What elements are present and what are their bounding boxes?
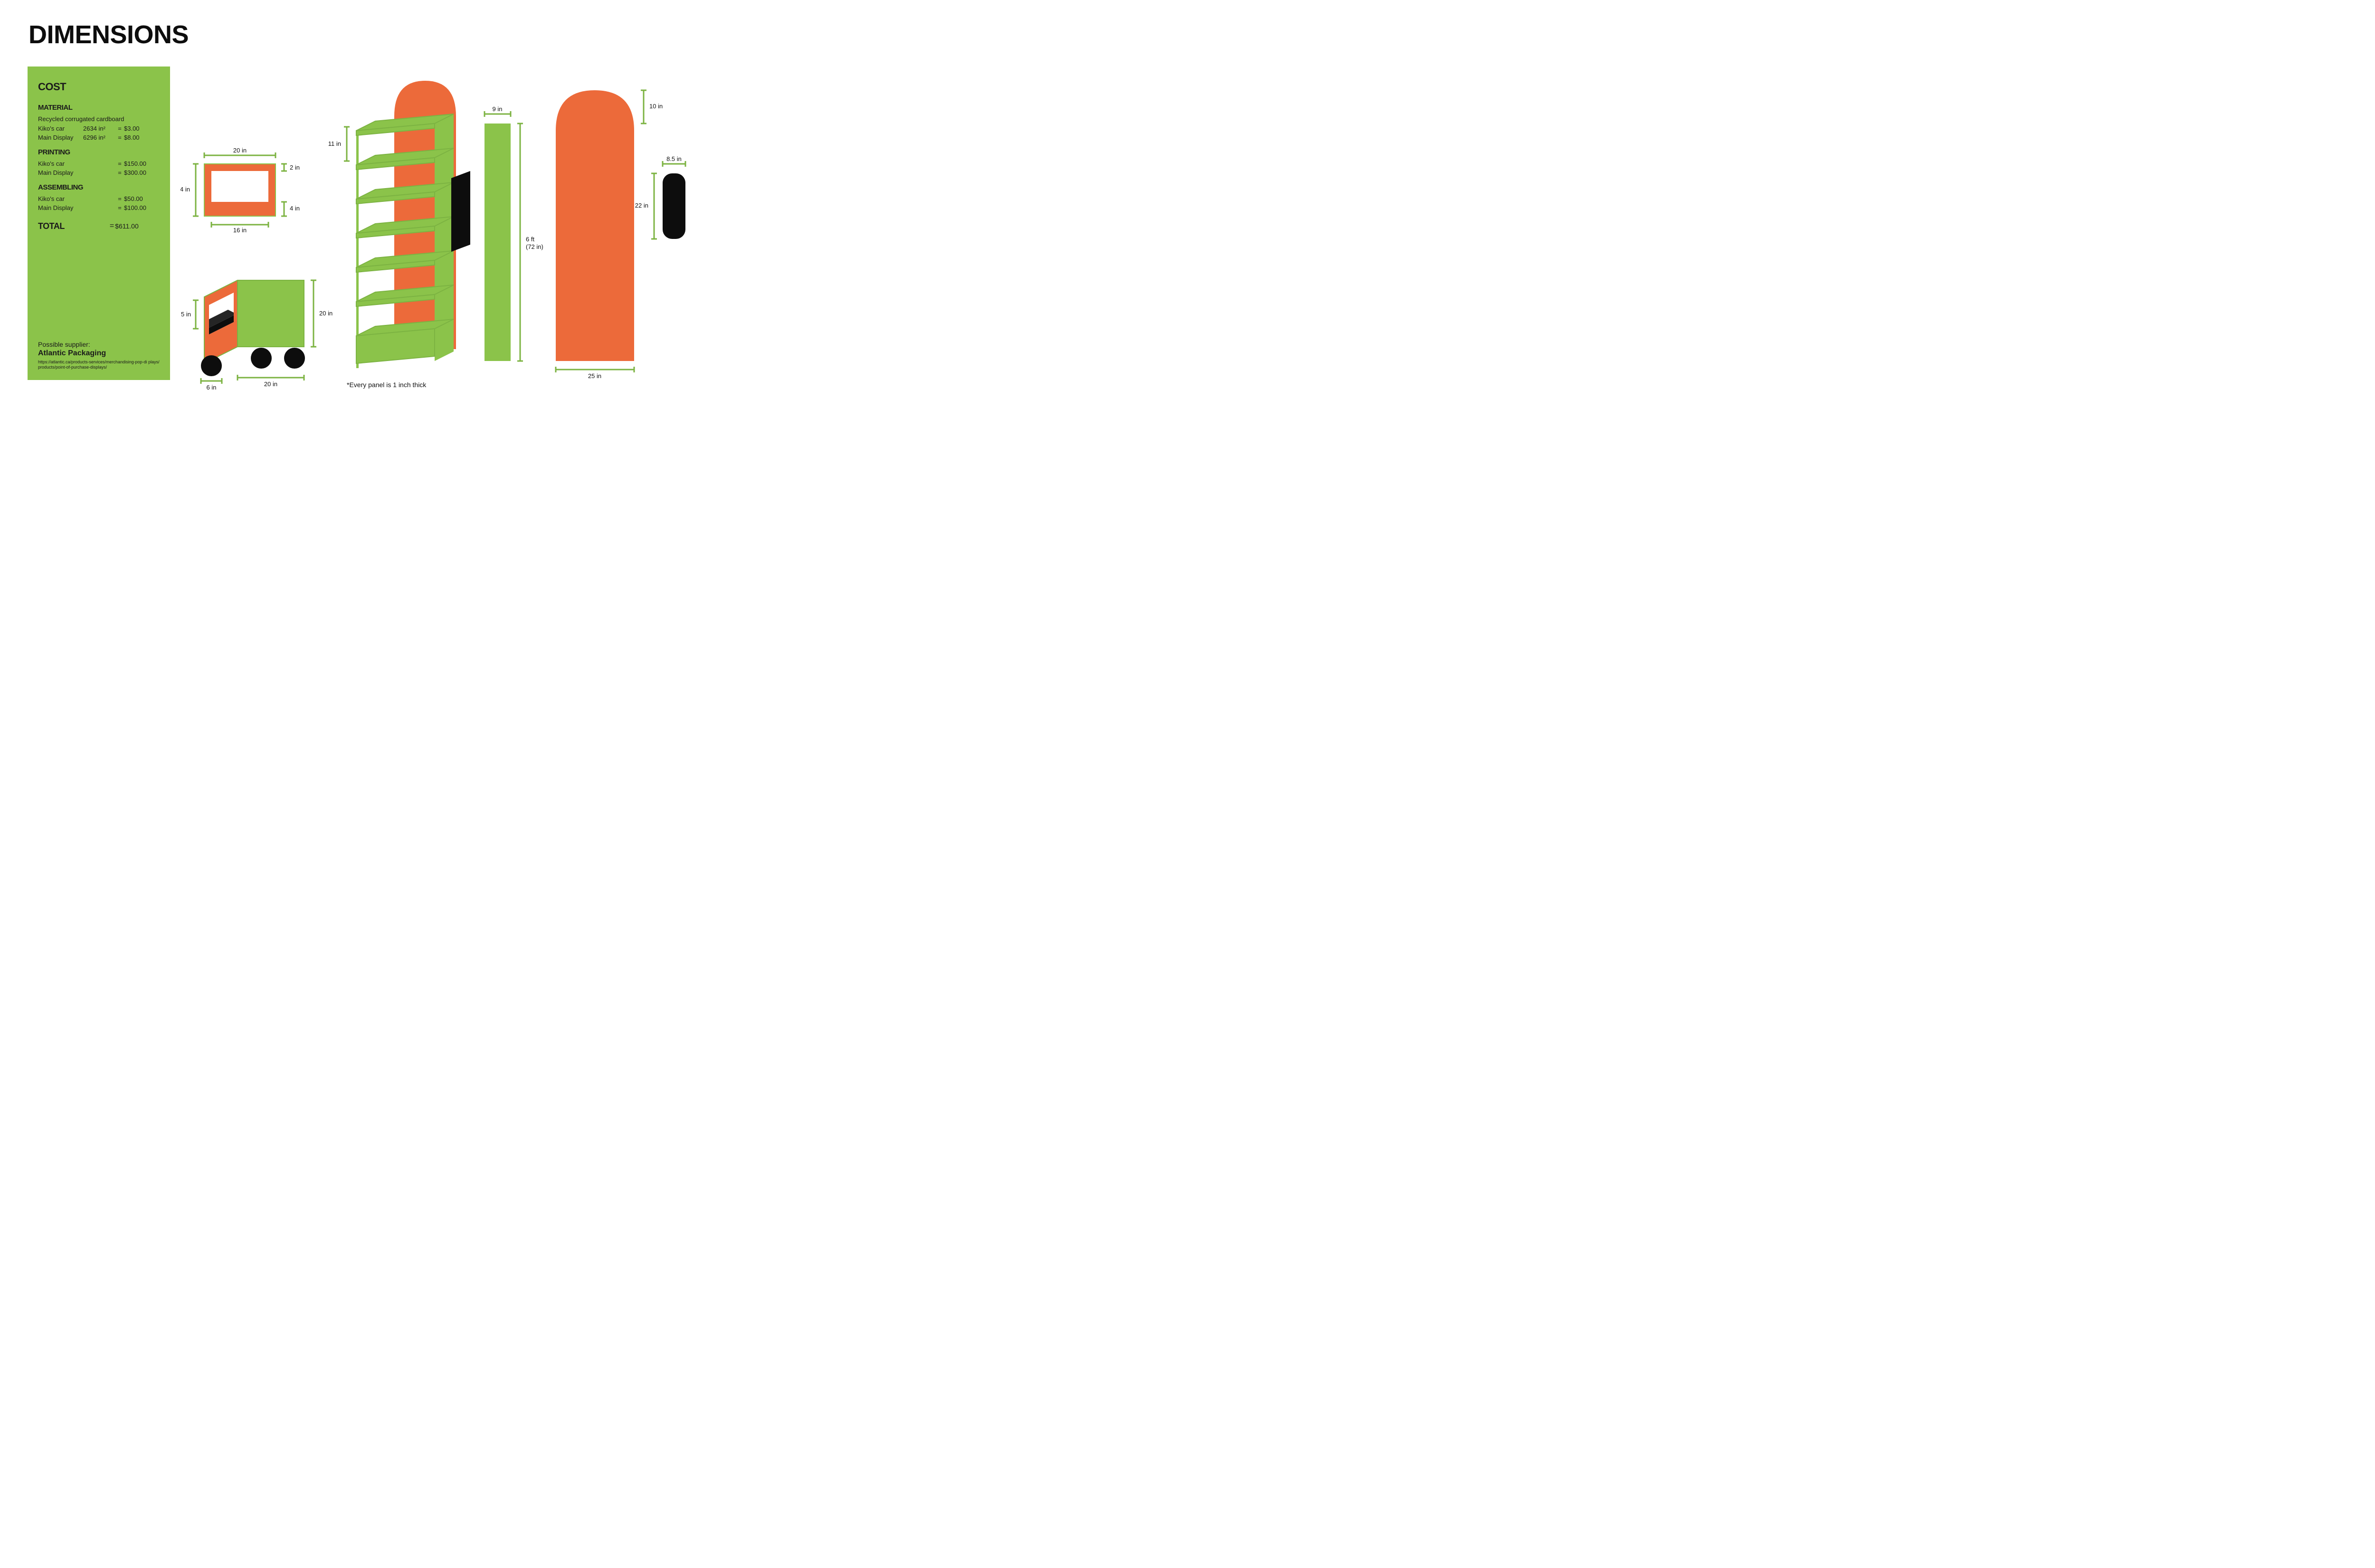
printing-row: Main Display = $300.00 (38, 168, 160, 178)
cost-panel: COST MATERIAL Recycled corrugated cardbo… (28, 67, 170, 380)
dim-label: 16 in (233, 227, 247, 234)
assembling-row: Main Display = $100.00 (38, 203, 160, 213)
diagram-stage: 20 in 16 in 14 in 2 in 4 in (180, 57, 703, 399)
dim-label: (72 in) (526, 243, 543, 250)
material-desc: Recycled corrugated cardboard (38, 114, 160, 124)
assembling-row: Kiko's car = $50.00 (38, 194, 160, 204)
cost-heading: COST (38, 81, 160, 93)
dim-label: 10 in (649, 103, 663, 110)
shelf-black-panel (451, 171, 470, 252)
material-heading: MATERIAL (38, 104, 160, 112)
dim-label: 8.5 in (666, 155, 682, 162)
arch-back-diagram: 25 in 10 in (556, 90, 663, 380)
top-frame-inner (211, 171, 268, 202)
dim-label: 20 in (264, 380, 277, 388)
side-panel-rect (484, 124, 511, 361)
dim-label: 20 in (233, 147, 247, 154)
material-row: Main Display 6296 in² = $8.00 (38, 133, 160, 143)
total-row: TOTAL = $611.00 (38, 221, 160, 231)
supplier-label: Possible supplier: (38, 341, 160, 348)
dim-label: 6.5 in (180, 311, 191, 318)
material-row: Kiko's car 2634 in² = $3.00 (38, 124, 160, 133)
car-wheel (251, 348, 272, 369)
dim-label: 25 in (588, 372, 601, 380)
black-pill-diagram: 8.5 in 22 in (635, 155, 685, 239)
supplier-block: Possible supplier: Atlantic Packaging ht… (38, 341, 160, 371)
dim-label: 6 ft (526, 236, 534, 243)
shelf-diagram: 11 in *Every panel is 1 inch thick (328, 81, 470, 389)
dim-label: 11 in (328, 140, 341, 147)
dim-label: 9 in (493, 105, 503, 113)
car-diagram: 6.5 in 20 in 20 in 6 in (180, 280, 332, 391)
dim-label: 2 in (290, 164, 300, 171)
car-wheel (201, 355, 222, 376)
black-pill-shape (663, 173, 685, 239)
supplier-url: https://atlantic.ca/products-services/me… (38, 360, 160, 371)
printing-heading: PRINTING (38, 148, 160, 156)
footnote: *Every panel is 1 inch thick (347, 381, 427, 389)
side-panel-diagram: 9 in 6 ft (72 in) (484, 105, 543, 361)
car-front (238, 280, 304, 347)
arch-back-shape (556, 90, 634, 361)
printing-row: Kiko's car = $150.00 (38, 159, 160, 169)
dim-label: 4 in (290, 205, 300, 212)
assembling-heading: ASSEMBLING (38, 183, 160, 191)
car-wheel (284, 348, 305, 369)
dim-label: 6 in (207, 384, 217, 391)
total-heading: TOTAL (38, 221, 65, 231)
dim-label: 22 in (635, 202, 648, 209)
top-frame-diagram: 20 in 16 in 14 in 2 in 4 in (180, 147, 300, 234)
dim-label: 20 in (319, 310, 332, 317)
supplier-name: Atlantic Packaging (38, 349, 160, 358)
dim-label: 14 in (180, 186, 190, 193)
page-title: DIMENSIONS (28, 20, 189, 49)
